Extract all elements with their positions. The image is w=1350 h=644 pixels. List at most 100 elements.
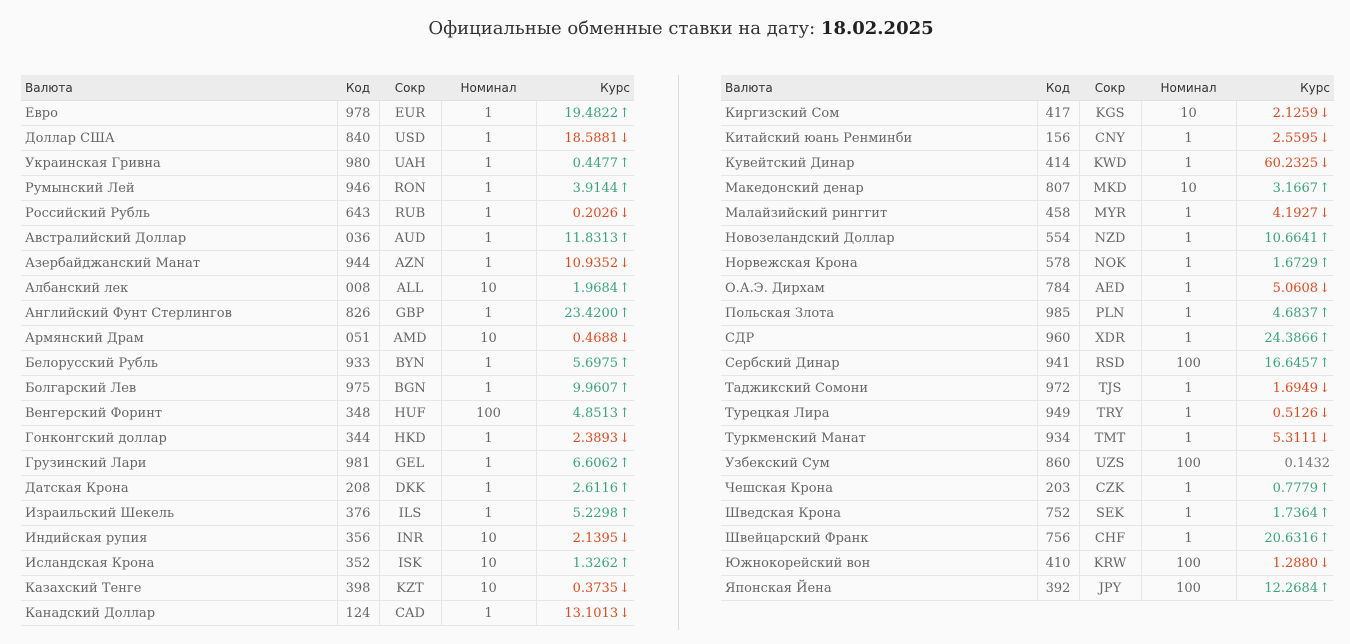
arrow-down-icon: ↓ [619, 130, 630, 146]
currency-rate-cell: 3.1667↑ [1235, 175, 1334, 201]
currency-abbr-cell: KRW [1078, 550, 1141, 576]
table-header-row: Валюта Код Сокр Номинал Курс [21, 75, 634, 101]
currency-nominal-cell: 100 [1140, 350, 1236, 376]
currency-code-cell: 124 [336, 600, 379, 626]
currency-name-cell: Шведская Крона [721, 500, 1037, 526]
currency-name-cell: Казахский Тенге [21, 575, 337, 601]
currency-name-cell: Датская Крона [21, 475, 337, 501]
rate-value: 10.6641 [1264, 230, 1319, 246]
currency-name-cell: Белорусский Рубль [21, 350, 337, 376]
currency-name-cell: Новозеландский Доллар [721, 225, 1037, 251]
rates-table-left-body: Евро 978 EUR 1 19.4822↑ Доллар США 840 USD 1 18.5… [21, 100, 634, 626]
arrow-up-icon: ↑ [619, 555, 630, 571]
currency-name-cell: Венгерский Форинт [21, 400, 337, 426]
currency-name-cell: Норвежская Крона [721, 250, 1037, 276]
currency-nominal-cell: 100 [440, 400, 536, 426]
currency-name-cell: Индийская рупия [21, 525, 337, 551]
arrow-down-icon: ↓ [619, 330, 630, 346]
currency-nominal-cell: 1 [1140, 325, 1236, 351]
currency-rate-cell: 0.5126↓ [1235, 400, 1334, 426]
arrow-down-icon: ↓ [1319, 155, 1330, 171]
table-row: Канадский Доллар 124 CAD 1 13.1013↓ [21, 600, 634, 626]
table-row: Румынский Лей 946 RON 1 3.9144↑ [21, 175, 634, 201]
rate-value: 2.3893 [572, 430, 619, 446]
arrow-down-icon: ↓ [1319, 405, 1330, 421]
table-row: Новозеландский Доллар 554 NZD 1 10.6641↑ [721, 225, 1334, 251]
currency-abbr-cell: GBP [378, 300, 441, 326]
currency-name-cell: Армянский Драм [21, 325, 337, 351]
rate-value: 6.6062 [572, 455, 619, 471]
currency-rate-cell: 13.1013↓ [535, 600, 634, 626]
currency-rate-cell: 1.6949↓ [1235, 375, 1334, 401]
currency-code-cell: 410 [1036, 550, 1079, 576]
table-row: Австралийский Доллар 036 AUD 1 11.8313↑ [21, 225, 634, 251]
currency-nominal-cell: 1 [1140, 300, 1236, 326]
page-title: Официальные обменные ставки на дату: 18.… [0, 18, 1350, 39]
arrow-down-icon: ↓ [619, 255, 630, 271]
table-row: Армянский Драм 051 AMD 10 0.4688↓ [21, 325, 634, 351]
page-title-text: Официальные обменные ставки на дату: [428, 18, 816, 39]
currency-rate-cell: 2.1259↓ [1235, 100, 1334, 126]
currency-abbr-cell: MYR [1078, 200, 1141, 226]
currency-abbr-cell: GEL [378, 450, 441, 476]
arrow-down-icon: ↓ [619, 205, 630, 221]
currency-code-cell: 807 [1036, 175, 1079, 201]
arrow-up-icon: ↑ [619, 480, 630, 496]
currency-name-cell: Японская Йена [721, 575, 1037, 601]
rate-value: 60.2325 [1264, 155, 1319, 171]
currency-code-cell: 203 [1036, 475, 1079, 501]
currency-name-cell: Румынский Лей [21, 175, 337, 201]
rate-value: 2.6116 [572, 480, 619, 496]
arrow-up-icon: ↑ [619, 380, 630, 396]
arrow-down-icon: ↓ [1319, 205, 1330, 221]
rate-value: 4.8513 [572, 405, 619, 421]
currency-name-cell: Гонконгский доллар [21, 425, 337, 451]
currency-name-cell: Узбекский Сум [721, 450, 1037, 476]
column-divider [678, 75, 679, 630]
rates-table-left: Валюта Код Сокр Номинал Курс Евро 978 EUR 1… [21, 75, 634, 626]
currency-name-cell: Канадский Доллар [21, 600, 337, 626]
arrow-up-icon: ↑ [619, 455, 630, 471]
currency-name-cell: Болгарский Лев [21, 375, 337, 401]
table-header-row: Валюта Код Сокр Номинал Курс [721, 75, 1334, 101]
arrow-up-icon: ↑ [619, 105, 630, 121]
arrow-up-icon: ↑ [1319, 230, 1330, 246]
currency-nominal-cell: 1 [1140, 250, 1236, 276]
table-row: Исландская Крона 352 ISK 10 1.3262↑ [21, 550, 634, 576]
currency-nominal-cell: 1 [440, 200, 536, 226]
currency-name-cell: Грузинский Лари [21, 450, 337, 476]
header-currency: Валюта [21, 75, 337, 101]
currency-abbr-cell: KGS [1078, 100, 1141, 126]
currency-rate-cell: 3.9144↑ [535, 175, 634, 201]
currency-nominal-cell: 10 [1140, 175, 1236, 201]
arrow-down-icon: ↓ [1319, 280, 1330, 296]
arrow-up-icon: ↑ [1319, 505, 1330, 521]
currency-abbr-cell: CZK [1078, 475, 1141, 501]
currency-code-cell: 978 [336, 100, 379, 126]
header-currency: Валюта [721, 75, 1037, 101]
currency-abbr-cell: KWD [1078, 150, 1141, 176]
currency-code-cell: 975 [336, 375, 379, 401]
arrow-down-icon: ↓ [619, 580, 630, 596]
currency-abbr-cell: ALL [378, 275, 441, 301]
arrow-up-icon: ↑ [619, 505, 630, 521]
table-row: Норвежская Крона 578 NOK 1 1.6729↑ [721, 250, 1334, 276]
currency-nominal-cell: 1 [440, 175, 536, 201]
header-rate: Курс [1236, 75, 1334, 101]
currency-code-cell: 156 [1036, 125, 1079, 151]
rate-value: 10.9352 [564, 255, 619, 271]
currency-rate-cell: 11.8313↑ [535, 225, 634, 251]
rate-value: 3.9144 [572, 180, 619, 196]
currency-name-cell: О.А.Э. Дирхам [721, 275, 1037, 301]
currency-name-cell: Чешская Крона [721, 475, 1037, 501]
table-row: Израильский Шекель 376 ILS 1 5.2298↑ [21, 500, 634, 526]
currency-code-cell: 398 [336, 575, 379, 601]
currency-abbr-cell: BYN [378, 350, 441, 376]
rate-value: 18.5881 [564, 130, 619, 146]
header-nominal: Номинал [1141, 75, 1236, 101]
currency-abbr-cell: CHF [1078, 525, 1141, 551]
currency-code-cell: 944 [336, 250, 379, 276]
currency-rate-cell: 1.9684↑ [535, 275, 634, 301]
currency-nominal-cell: 1 [440, 150, 536, 176]
currency-code-cell: 756 [1036, 525, 1079, 551]
